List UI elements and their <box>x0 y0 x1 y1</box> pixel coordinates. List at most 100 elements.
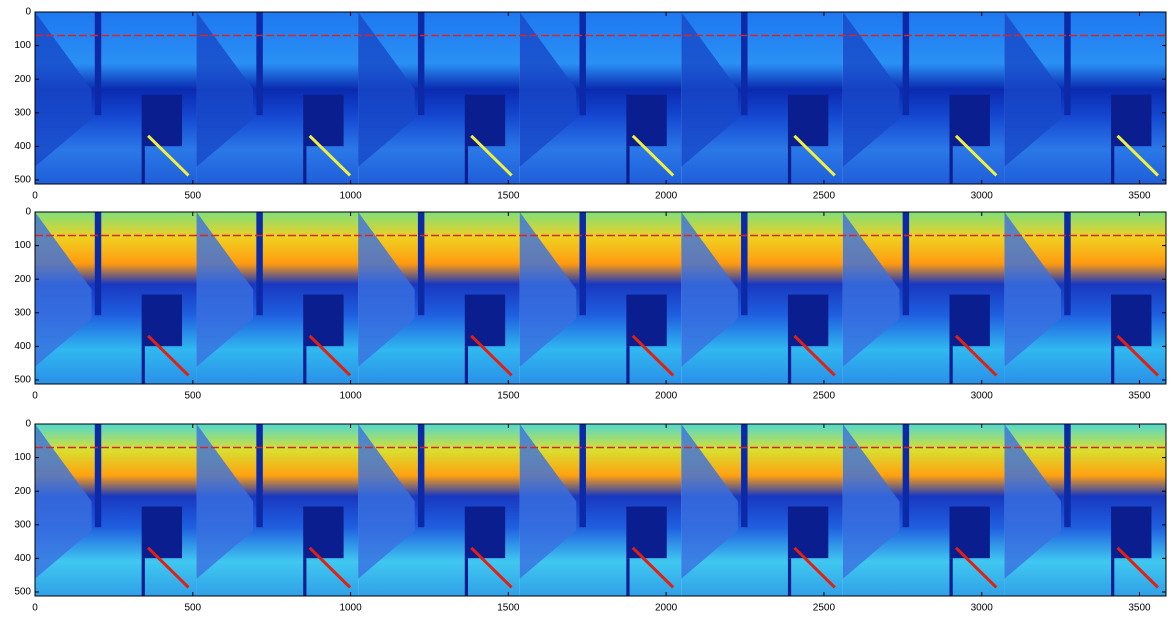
x-tick-label: 3500 <box>1128 603 1151 614</box>
y-tick-label: 300 <box>14 519 31 530</box>
x-tick-label: 2000 <box>655 191 678 202</box>
sign-post <box>949 146 952 184</box>
sign <box>788 95 828 147</box>
sign-post <box>465 346 468 384</box>
sign <box>465 95 505 147</box>
x-tick-label: 3500 <box>1128 191 1151 202</box>
x-tick-label: 2500 <box>813 391 836 402</box>
y-tick-label: 500 <box>14 375 31 386</box>
y-tick-label: 0 <box>25 419 31 430</box>
y-tick-label: 500 <box>14 587 31 598</box>
sign <box>303 95 343 147</box>
sign <box>303 507 343 559</box>
sign <box>465 507 505 559</box>
y-tick-label: 400 <box>14 553 31 564</box>
pole <box>741 212 747 315</box>
y-tick-label: 400 <box>14 341 31 352</box>
sign-post <box>1111 146 1114 184</box>
sign-post <box>1111 558 1114 596</box>
y-tick-label: 500 <box>14 175 31 186</box>
pole <box>741 424 747 527</box>
sign-post <box>949 558 952 596</box>
y-tick-label: 200 <box>14 74 31 85</box>
x-tick-label: 1000 <box>339 603 362 614</box>
pole <box>903 424 909 527</box>
sign <box>949 507 989 559</box>
y-tick-label: 400 <box>14 141 31 152</box>
pole <box>418 424 424 527</box>
pole <box>1064 424 1070 527</box>
x-tick-label: 1500 <box>497 603 520 614</box>
x-tick-label: 1500 <box>497 191 520 202</box>
x-tick-label: 0 <box>32 391 38 402</box>
sign <box>1111 295 1151 347</box>
sign-post <box>303 146 306 184</box>
pole <box>1064 12 1070 115</box>
sign <box>788 507 828 559</box>
y-tick-label: 200 <box>14 486 31 497</box>
x-tick-label: 500 <box>184 391 201 402</box>
x-tick-label: 2000 <box>655 391 678 402</box>
sign-post <box>788 558 791 596</box>
sign-post <box>465 146 468 184</box>
y-tick-label: 200 <box>14 274 31 285</box>
x-tick-label: 3000 <box>971 191 994 202</box>
x-tick-label: 1000 <box>339 191 362 202</box>
pole <box>95 12 101 115</box>
sign-post <box>142 146 145 184</box>
page: 0500100015002000250030003500010020030040… <box>0 0 1171 626</box>
sign-post <box>142 346 145 384</box>
sign <box>142 95 182 147</box>
sign <box>1111 95 1151 147</box>
sign-post <box>788 146 791 184</box>
y-tick-label: 100 <box>14 240 31 251</box>
sign-post <box>626 146 629 184</box>
y-tick-label: 100 <box>14 40 31 51</box>
y-tick-label: 0 <box>25 207 31 218</box>
figure: 0500100015002000250030003500010020030040… <box>0 0 1171 621</box>
x-tick-label: 0 <box>32 603 38 614</box>
y-tick-label: 300 <box>14 107 31 118</box>
x-tick-label: 1000 <box>339 391 362 402</box>
sign <box>949 295 989 347</box>
sign <box>626 507 666 559</box>
pole <box>741 12 747 115</box>
pole <box>903 212 909 315</box>
sign <box>142 295 182 347</box>
pole <box>418 212 424 315</box>
x-tick-label: 2500 <box>813 603 836 614</box>
pole <box>95 212 101 315</box>
x-tick-label: 1500 <box>497 391 520 402</box>
pole <box>418 12 424 115</box>
sign-post <box>1111 346 1114 384</box>
x-tick-label: 500 <box>184 191 201 202</box>
x-tick-label: 3000 <box>971 603 994 614</box>
sign-post <box>142 558 145 596</box>
pole <box>579 212 585 315</box>
pole <box>579 12 585 115</box>
sign <box>465 295 505 347</box>
sign <box>626 95 666 147</box>
pole <box>256 424 262 527</box>
pole <box>95 424 101 527</box>
sign-post <box>303 346 306 384</box>
sign-post <box>949 346 952 384</box>
sign-post <box>626 558 629 596</box>
x-tick-label: 500 <box>184 603 201 614</box>
sign <box>949 95 989 147</box>
sign-post <box>303 558 306 596</box>
y-tick-label: 100 <box>14 452 31 463</box>
sign-post <box>465 558 468 596</box>
pole <box>256 212 262 315</box>
pole <box>579 424 585 527</box>
sign-post <box>788 346 791 384</box>
sign <box>788 295 828 347</box>
sign <box>142 507 182 559</box>
sign-post <box>626 346 629 384</box>
x-tick-label: 3000 <box>971 391 994 402</box>
x-tick-label: 3500 <box>1128 391 1151 402</box>
sign <box>303 295 343 347</box>
x-tick-label: 2500 <box>813 191 836 202</box>
sign <box>1111 507 1151 559</box>
pole <box>1064 212 1070 315</box>
